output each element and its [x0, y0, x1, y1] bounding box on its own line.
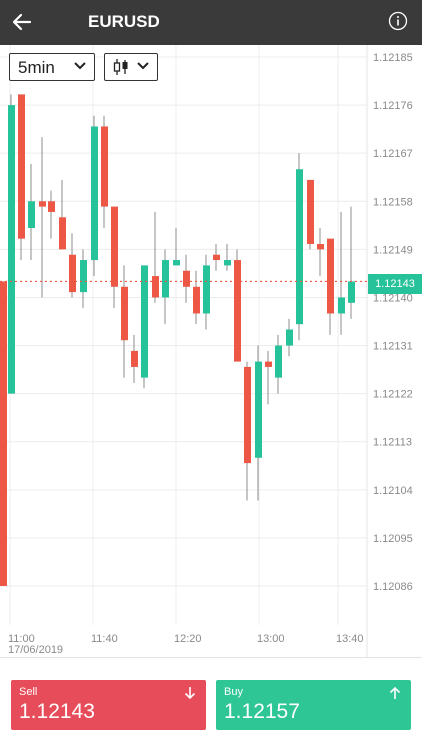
candle-down: [193, 286, 200, 314]
candle-down: [0, 281, 7, 586]
candle-down: [48, 201, 55, 212]
candle-down: [121, 286, 128, 341]
candle-up: [275, 345, 282, 378]
top-bar: EURUSD: [0, 0, 422, 45]
sell-price: 1.12143: [19, 700, 95, 723]
candle-up: [348, 281, 355, 303]
price-tick-label: 1.12140: [373, 292, 413, 304]
candle-down: [213, 254, 220, 261]
candle-down: [111, 206, 118, 287]
price-tick-label: 1.12176: [373, 100, 413, 112]
timeframe-value: 5min: [18, 58, 55, 77]
candle-down: [307, 179, 314, 245]
candle-down: [244, 366, 251, 464]
time-tick-label: 13:00: [257, 633, 285, 645]
candle-down: [234, 260, 241, 362]
time-tick-label: 11:40: [91, 633, 118, 645]
sell-label: Sell: [19, 686, 38, 698]
time-tick-label: 11:00: [8, 633, 35, 645]
price-tick-label: 1.12086: [373, 581, 413, 593]
trade-panel: Sell 1.12143 Buy 1.12157: [0, 657, 422, 751]
candlestick-icon: [113, 59, 128, 75]
price-tick-label: 1.12104: [373, 485, 413, 497]
current-price-tag: 1.12143: [368, 274, 422, 294]
buy-button[interactable]: Buy 1.12157: [216, 680, 411, 730]
candle-up: [91, 126, 98, 261]
candle-up: [141, 265, 148, 378]
buy-label: Buy: [224, 686, 243, 698]
candle-up: [80, 260, 87, 293]
chart-type-dropdown[interactable]: [104, 53, 158, 81]
candle-up: [162, 260, 169, 298]
candle-down: [59, 217, 66, 250]
buy-price: 1.12157: [224, 700, 300, 723]
candle-up: [296, 169, 303, 325]
date-label: 17/06/2019: [8, 644, 63, 656]
price-tick-label: 1.12131: [373, 341, 413, 353]
arrow-down-icon: [184, 687, 196, 700]
price-tick-label: 1.12122: [373, 389, 413, 401]
candle-up: [173, 260, 180, 266]
candle-up: [203, 265, 210, 314]
time-tick-label: 12:20: [174, 633, 202, 645]
price-tick-label: 1.12149: [373, 244, 413, 256]
candle-up: [338, 297, 345, 314]
candle-down: [131, 350, 138, 367]
candle-up: [28, 201, 35, 228]
candle-down: [265, 361, 272, 367]
candle-down: [152, 276, 159, 298]
candle-down: [327, 238, 334, 314]
arrow-up-icon: [389, 686, 401, 699]
candle-up: [8, 105, 15, 394]
chart-area[interactable]: 1.12185 1.12176 1.12167 1.12158 1.12149 1.121…: [0, 45, 422, 657]
candlestick-chart[interactable]: 1.12185 1.12176 1.12167 1.12158 1.12149 1.121…: [0, 45, 422, 657]
instrument-title: EURUSD: [88, 12, 160, 31]
candle-up: [286, 329, 293, 346]
chevron-down-icon: [74, 62, 86, 70]
candle-up: [255, 361, 262, 458]
price-tick-label: 1.12095: [373, 533, 413, 545]
price-tick-label: 1.12113: [373, 437, 412, 449]
sell-button[interactable]: Sell 1.12143: [11, 680, 206, 730]
candle-up: [224, 260, 231, 266]
candle-down: [69, 254, 76, 293]
candle-down: [317, 244, 324, 250]
candle-down: [183, 270, 190, 287]
price-tick-label: 1.12167: [373, 148, 413, 160]
candle-down: [101, 126, 108, 207]
time-tick-label: 13:40: [336, 633, 364, 645]
price-tick-label: 1.12185: [373, 52, 413, 64]
candle-down: [39, 201, 46, 207]
chevron-down-icon: [137, 62, 149, 70]
info-circle-icon[interactable]: [388, 11, 408, 31]
candle-down: [18, 94, 25, 239]
timeframe-dropdown[interactable]: 5min: [9, 53, 95, 81]
arrow-left-icon[interactable]: [10, 10, 34, 34]
price-tick-label: 1.12158: [373, 196, 413, 208]
